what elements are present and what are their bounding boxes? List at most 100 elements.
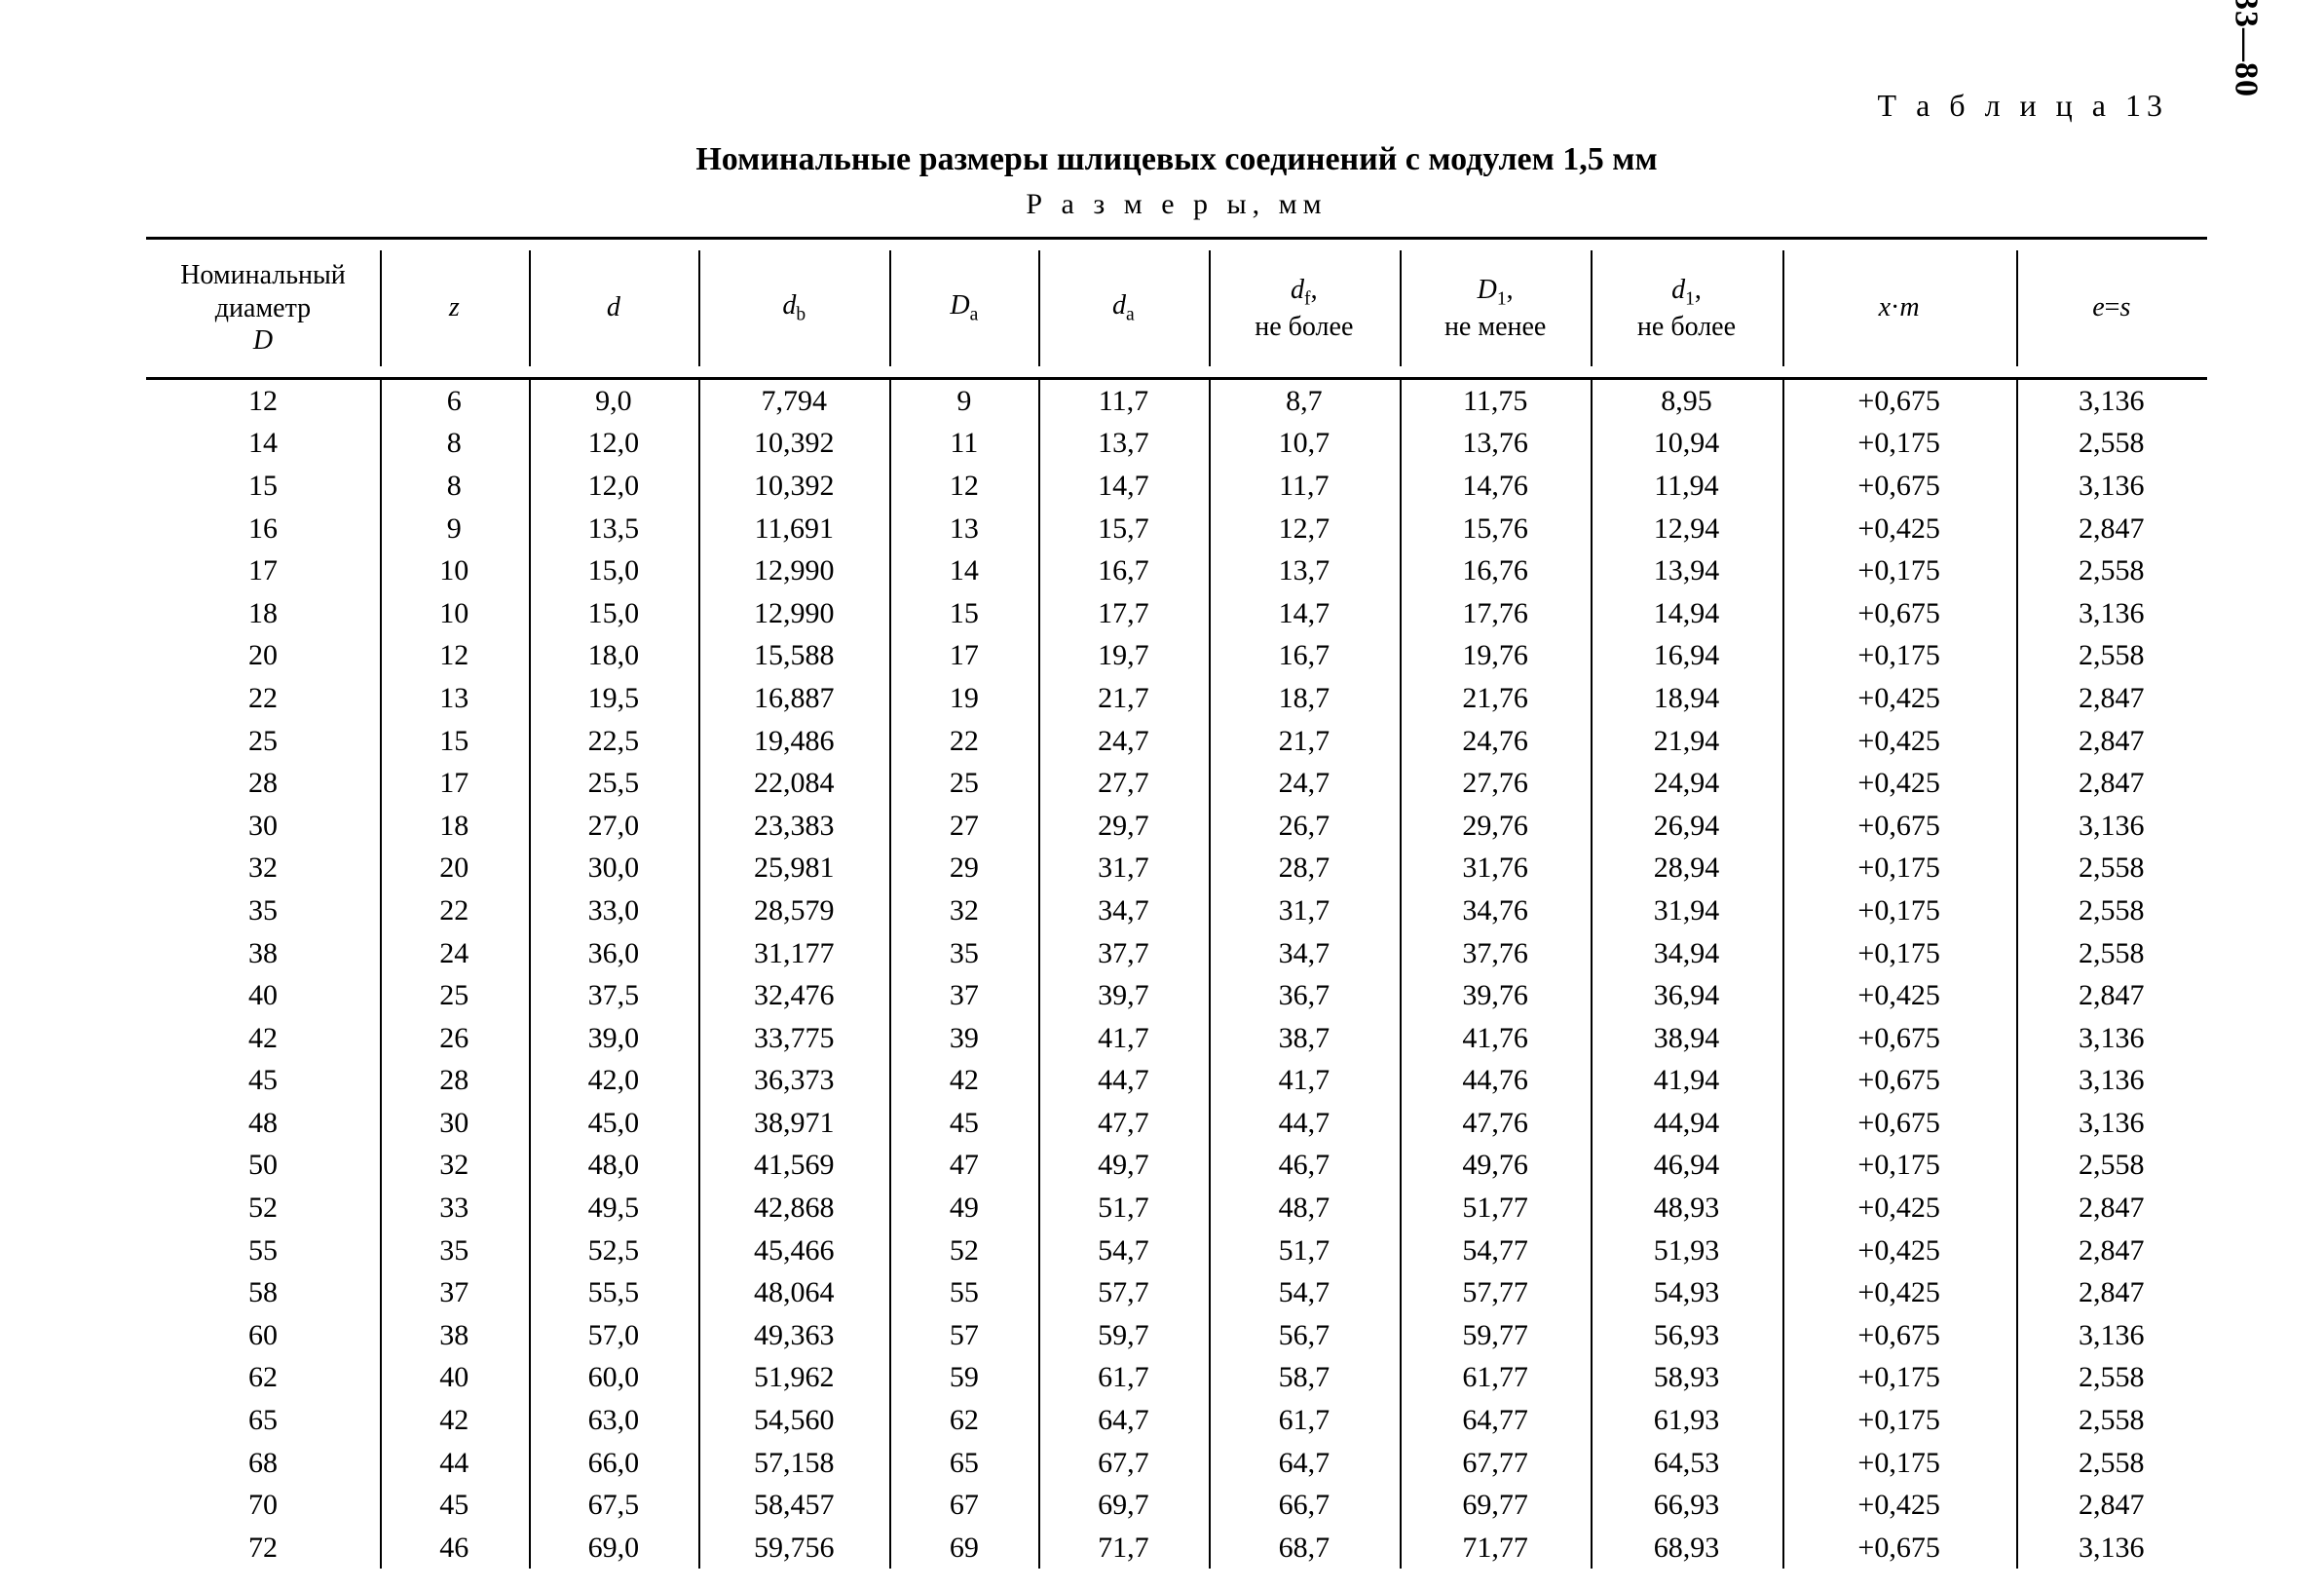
cell-db: 15,588 [698, 634, 889, 677]
cell-df: 10,7 [1209, 422, 1400, 465]
cell-es: 2,847 [2016, 1271, 2207, 1314]
cell-d1: 12,94 [1591, 508, 1781, 550]
cell-D1: 21,76 [1400, 677, 1591, 720]
cell-D1: 71,77 [1400, 1527, 1591, 1570]
cell-D: 17 [146, 549, 380, 592]
cell-D: 32 [146, 847, 380, 889]
cell-z: 18 [380, 805, 529, 848]
cell-d1: 44,94 [1591, 1102, 1781, 1145]
cell-db: 22,084 [698, 762, 889, 805]
cell-d: 12,0 [529, 422, 699, 465]
cell-db: 59,756 [698, 1527, 889, 1570]
cell-d: 30,0 [529, 847, 699, 889]
cell-z: 13 [380, 677, 529, 720]
cell-df: 16,7 [1209, 634, 1400, 677]
cell-d: 52,5 [529, 1230, 699, 1272]
cell-d: 63,0 [529, 1399, 699, 1442]
cell-xm: +0,675 [1782, 378, 2016, 422]
cell-es: 2,558 [2016, 889, 2207, 932]
cell-db: 42,868 [698, 1187, 889, 1230]
table-row: 704567,558,4576769,766,769,7766,93+0,425… [146, 1484, 2207, 1527]
cell-D1: 54,77 [1400, 1230, 1591, 1272]
cell-db: 32,476 [698, 974, 889, 1017]
cell-z: 9 [380, 508, 529, 550]
cell-Da: 14 [889, 549, 1038, 592]
cell-Da: 52 [889, 1230, 1038, 1272]
cell-d: 12,0 [529, 465, 699, 508]
col-header-xm: x·m [1782, 239, 2016, 379]
table-row: 402537,532,4763739,736,739,7636,94+0,425… [146, 974, 2207, 1017]
cell-db: 41,569 [698, 1144, 889, 1187]
cell-D1: 14,76 [1400, 465, 1591, 508]
cell-xm: +0,425 [1782, 508, 2016, 550]
cell-Da: 29 [889, 847, 1038, 889]
cell-z: 15 [380, 720, 529, 763]
cell-D: 16 [146, 508, 380, 550]
cell-Da: 39 [889, 1017, 1038, 1060]
cell-db: 11,691 [698, 508, 889, 550]
cell-es: 2,558 [2016, 549, 2207, 592]
cell-xm: +0,425 [1782, 762, 2016, 805]
cell-Da: 55 [889, 1271, 1038, 1314]
cell-d1: 41,94 [1591, 1059, 1781, 1102]
cell-z: 44 [380, 1442, 529, 1485]
cell-d: 67,5 [529, 1484, 699, 1527]
cell-z: 6 [380, 378, 529, 422]
table-title: Номинальные размеры шлицевых соединений … [146, 141, 2207, 178]
table-row: 553552,545,4665254,751,754,7751,93+0,425… [146, 1230, 2207, 1272]
cell-da: 17,7 [1038, 592, 1209, 635]
cell-db: 10,392 [698, 465, 889, 508]
cell-db: 45,466 [698, 1230, 889, 1272]
cell-d1: 8,95 [1591, 378, 1781, 422]
cell-Da: 65 [889, 1442, 1038, 1485]
cell-da: 59,7 [1038, 1314, 1209, 1357]
cell-df: 36,7 [1209, 974, 1400, 1017]
cell-Da: 47 [889, 1144, 1038, 1187]
cell-D1: 69,77 [1400, 1484, 1591, 1527]
cell-da: 19,7 [1038, 634, 1209, 677]
col-header-D: НоминальныйдиаметрD [146, 239, 380, 379]
cell-D: 14 [146, 422, 380, 465]
cell-df: 61,7 [1209, 1399, 1400, 1442]
cell-xm: +0,425 [1782, 1484, 2016, 1527]
cell-d1: 24,94 [1591, 762, 1781, 805]
cell-es: 2,847 [2016, 762, 2207, 805]
cell-da: 15,7 [1038, 508, 1209, 550]
cell-d1: 54,93 [1591, 1271, 1781, 1314]
cell-da: 47,7 [1038, 1102, 1209, 1145]
cell-Da: 59 [889, 1356, 1038, 1399]
cell-d1: 64,53 [1591, 1442, 1781, 1485]
cell-df: 18,7 [1209, 677, 1400, 720]
cell-D: 30 [146, 805, 380, 848]
cell-d: 60,0 [529, 1356, 699, 1399]
cell-z: 32 [380, 1144, 529, 1187]
cell-da: 41,7 [1038, 1017, 1209, 1060]
table-row: 14812,010,3921113,710,713,7610,94+0,1752… [146, 422, 2207, 465]
page: С. 26 ГОСТ 6033—80 Т а б л и ц а 13 Номи… [0, 0, 2324, 1589]
cell-df: 41,7 [1209, 1059, 1400, 1102]
cell-d: 66,0 [529, 1442, 699, 1485]
cell-D: 22 [146, 677, 380, 720]
side-page-label: С. 26 ГОСТ 6033—80 [2227, 0, 2264, 97]
cell-d: 39,0 [529, 1017, 699, 1060]
cell-z: 8 [380, 465, 529, 508]
cell-d1: 61,93 [1591, 1399, 1781, 1442]
cell-db: 36,373 [698, 1059, 889, 1102]
cell-es: 2,558 [2016, 422, 2207, 465]
table-row: 684466,057,1586567,764,767,7764,53+0,175… [146, 1442, 2207, 1485]
table-row: 281725,522,0842527,724,727,7624,94+0,425… [146, 762, 2207, 805]
cell-df: 44,7 [1209, 1102, 1400, 1145]
cell-db: 51,962 [698, 1356, 889, 1399]
cell-D: 58 [146, 1271, 380, 1314]
cell-xm: +0,425 [1782, 720, 2016, 763]
cell-D1: 15,76 [1400, 508, 1591, 550]
cell-D: 68 [146, 1442, 380, 1485]
cell-d: 15,0 [529, 549, 699, 592]
cell-d1: 58,93 [1591, 1356, 1781, 1399]
cell-xm: +0,175 [1782, 549, 2016, 592]
cell-df: 24,7 [1209, 762, 1400, 805]
cell-Da: 42 [889, 1059, 1038, 1102]
cell-d1: 16,94 [1591, 634, 1781, 677]
cell-d1: 28,94 [1591, 847, 1781, 889]
cell-Da: 12 [889, 465, 1038, 508]
